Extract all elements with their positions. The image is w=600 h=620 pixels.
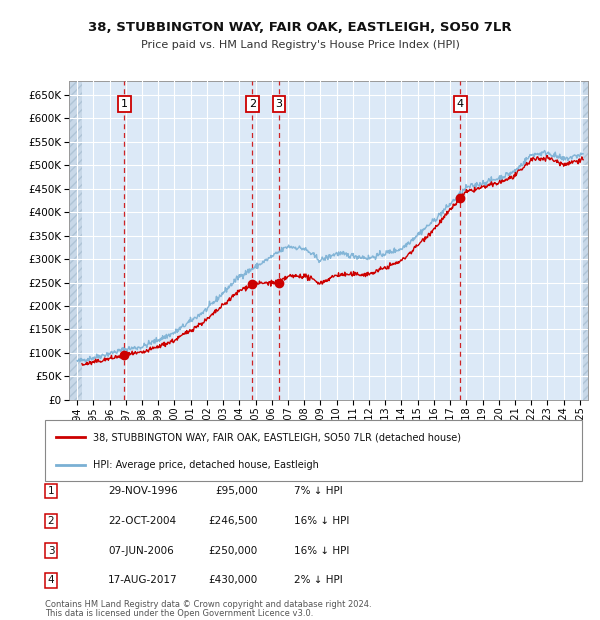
Text: 2% ↓ HPI: 2% ↓ HPI: [294, 575, 343, 585]
Text: £246,500: £246,500: [209, 516, 258, 526]
Text: 22-OCT-2004: 22-OCT-2004: [108, 516, 176, 526]
Text: 07-JUN-2006: 07-JUN-2006: [108, 546, 174, 556]
Text: 38, STUBBINGTON WAY, FAIR OAK, EASTLEIGH, SO50 7LR: 38, STUBBINGTON WAY, FAIR OAK, EASTLEIGH…: [88, 22, 512, 34]
Text: Price paid vs. HM Land Registry's House Price Index (HPI): Price paid vs. HM Land Registry's House …: [140, 40, 460, 50]
Text: 16% ↓ HPI: 16% ↓ HPI: [294, 516, 349, 526]
Text: £430,000: £430,000: [209, 575, 258, 585]
Text: 1: 1: [121, 99, 128, 109]
Text: 1: 1: [47, 486, 55, 496]
Text: 2: 2: [47, 516, 55, 526]
Text: £95,000: £95,000: [215, 486, 258, 496]
Text: This data is licensed under the Open Government Licence v3.0.: This data is licensed under the Open Gov…: [45, 608, 313, 618]
Text: Contains HM Land Registry data © Crown copyright and database right 2024.: Contains HM Land Registry data © Crown c…: [45, 600, 371, 609]
Text: HPI: Average price, detached house, Eastleigh: HPI: Average price, detached house, East…: [94, 461, 319, 471]
Bar: [69, 81, 82, 400]
Text: £250,000: £250,000: [209, 546, 258, 556]
Text: 4: 4: [47, 575, 55, 585]
Text: 3: 3: [47, 546, 55, 556]
Text: 38, STUBBINGTON WAY, FAIR OAK, EASTLEIGH, SO50 7LR (detached house): 38, STUBBINGTON WAY, FAIR OAK, EASTLEIGH…: [94, 432, 461, 442]
Text: 3: 3: [275, 99, 283, 109]
Text: 4: 4: [457, 99, 464, 109]
Text: 29-NOV-1996: 29-NOV-1996: [108, 486, 178, 496]
Text: 7% ↓ HPI: 7% ↓ HPI: [294, 486, 343, 496]
Text: 2: 2: [249, 99, 256, 109]
FancyBboxPatch shape: [45, 420, 582, 480]
Text: 17-AUG-2017: 17-AUG-2017: [108, 575, 178, 585]
Text: 16% ↓ HPI: 16% ↓ HPI: [294, 546, 349, 556]
Bar: [583, 81, 588, 400]
